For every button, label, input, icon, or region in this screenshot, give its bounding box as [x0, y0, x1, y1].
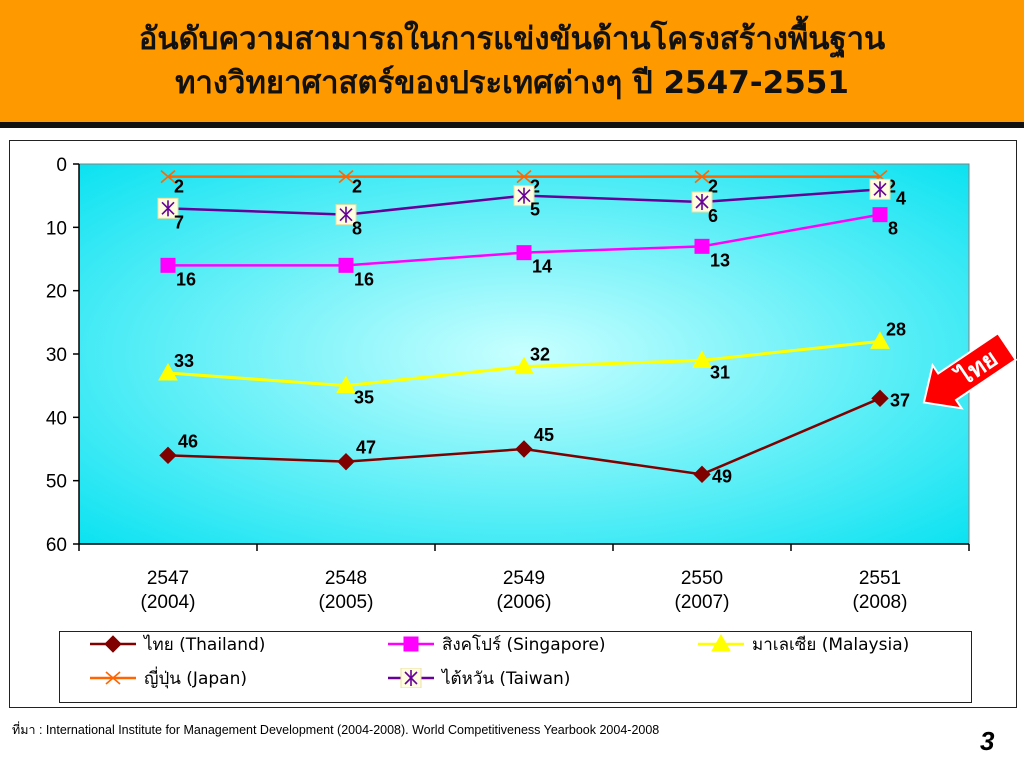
data-label: 35: [354, 388, 374, 408]
legend-swatch: [698, 634, 744, 652]
data-label: 32: [530, 345, 550, 365]
legend-marker: [400, 668, 422, 688]
legend-marker: [711, 634, 731, 652]
data-point: [516, 170, 532, 184]
legend-item: ไต้หวัน (Taiwan): [386, 663, 570, 693]
x-tick-label: 2551 (2008): [853, 568, 908, 613]
source-note: ที่มา : International Institute for Mana…: [12, 720, 659, 740]
slide-number: 3: [980, 726, 995, 756]
data-point: [694, 238, 710, 254]
x-tick-label: 2547 (2004): [141, 568, 196, 613]
legend-label: ญี่ปุ่น (Japan): [144, 668, 247, 689]
data-point: [157, 197, 179, 219]
chart-legend: ไทย (Thailand) สิงคโปร์ (Singapore) มาเลเซ…: [59, 631, 972, 703]
legend-label: ไทย (Thailand): [144, 634, 266, 655]
data-point: [516, 245, 532, 261]
data-label: 6: [708, 206, 718, 226]
data-label: 47: [356, 438, 376, 458]
line-chart: 0 10 20 30 40 50 60 2547 (2004) 2548 (2005) 2549 (20…: [46, 155, 970, 613]
data-label: 16: [176, 269, 196, 289]
data-label: 2: [174, 177, 184, 197]
data-label: 37: [890, 390, 910, 410]
data-label: 7: [174, 212, 184, 232]
data-label: 2: [352, 177, 362, 197]
legend-label: ไต้หวัน (Taiwan): [442, 668, 571, 689]
data-point: [160, 170, 176, 184]
data-label: 46: [178, 431, 198, 451]
data-label: 31: [710, 362, 730, 382]
data-point: [338, 170, 354, 184]
y-tick-label: 50: [46, 472, 67, 493]
data-label: 16: [354, 269, 374, 289]
data-point: [335, 204, 357, 226]
data-label: 5: [530, 200, 540, 220]
y-tick-label: 60: [46, 535, 67, 556]
data-label: 4: [896, 188, 906, 208]
chart-area: 0 10 20 30 40 50 60 2547 (2004) 2548 (2005) 2549 (20…: [9, 140, 1017, 708]
y-tick-label: 40: [46, 408, 67, 429]
data-label: 8: [888, 219, 898, 239]
data-point: [514, 356, 534, 375]
data-label: 28: [886, 319, 906, 339]
plot-area: [78, 163, 970, 545]
data-point: [872, 207, 888, 223]
legend-label: มาเลเซีย (Malaysia): [752, 634, 910, 655]
data-point: [159, 446, 177, 465]
data-point: [691, 191, 713, 213]
data-point: [870, 331, 890, 349]
legend-label: สิงคโปร์ (Singapore): [442, 634, 606, 655]
data-label: 49: [712, 466, 732, 486]
legend-swatch: [388, 636, 434, 652]
data-label: 2: [708, 177, 718, 197]
data-point: [869, 178, 891, 200]
data-point: [158, 362, 178, 381]
data-point: [513, 185, 535, 207]
x-tick-label: 2548 (2005): [319, 568, 374, 613]
data-label: 13: [710, 250, 730, 270]
data-point: [336, 375, 356, 394]
data-label: 2: [886, 177, 896, 197]
legend-item: ญี่ปุ่น (Japan): [88, 663, 247, 693]
legend-item: มาเลเซีย (Malaysia): [696, 629, 909, 659]
legend-swatch: [90, 635, 136, 653]
data-point: [515, 440, 533, 458]
legend-swatch: [388, 668, 434, 688]
data-point: [693, 465, 711, 484]
data-label: 45: [534, 425, 554, 445]
legend-marker: [403, 636, 419, 652]
legend-item: ไทย (Thailand): [88, 629, 265, 659]
source-label: ที่มา: [12, 722, 36, 737]
data-point: [338, 257, 354, 273]
data-point: [337, 452, 355, 471]
data-label: 8: [352, 219, 362, 239]
data-point: [871, 389, 889, 408]
data-point: [692, 350, 712, 368]
x-tick-label: 2550 (2007): [675, 568, 730, 613]
data-label: 33: [174, 351, 194, 371]
title-bar: อันดับความสามารถในการแข่งขันด้านโครงสร้า…: [0, 0, 1024, 128]
slide-title-line-2: ทางวิทยาศาสตร์ของประเทศต่างๆ ปี 2547-255…: [175, 65, 849, 101]
data-point: [694, 170, 710, 184]
y-tick-label: 10: [46, 218, 67, 239]
slide-title-line-1: อันดับความสามารถในการแข่งขันด้านโครงสร้า…: [138, 21, 886, 57]
legend-item: สิงคโปร์ (Singapore): [386, 629, 606, 659]
y-tick-label: 30: [46, 345, 67, 366]
source-text: : International Institute for Management…: [35, 723, 660, 737]
x-tick-label: 2549 (2006): [497, 568, 552, 613]
data-label: 2: [530, 177, 540, 197]
y-tick-label: 0: [56, 155, 67, 176]
legend-marker: [104, 635, 122, 653]
y-tick-label: 20: [46, 282, 67, 303]
data-label: 14: [532, 257, 552, 277]
legend-marker: [105, 671, 121, 685]
data-point: [160, 257, 176, 273]
legend-swatch: [90, 671, 136, 685]
